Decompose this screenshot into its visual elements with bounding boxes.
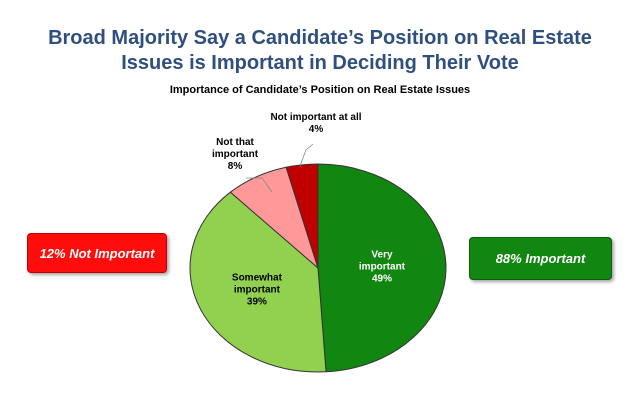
pie-slice-very-important: [317, 163, 447, 373]
title-line-2: Issues is Important in Deciding Their Vo…: [121, 52, 519, 74]
slice-label-very-important: Very important 49%: [359, 249, 406, 284]
important-callout: 88% Important: [469, 237, 612, 280]
not-important-callout: 12% Not Important: [27, 233, 167, 273]
slice-labels: Very important 49% Somewhat important 39% Not …: [212, 112, 406, 307]
chart-title: Importance of Candidate’s Position on Re…: [169, 84, 471, 96]
leader-line-not-that-important: [246, 177, 273, 193]
page-title: Broad Majority Say a Candidate’s Positio…: [0, 26, 640, 76]
slice-label-not-important-at-all: Not important at all 4%: [270, 112, 361, 135]
title-line-1: Broad Majority Say a Candidate’s Positio…: [48, 27, 592, 49]
slice-label-not-that-important: Not that important 8%: [212, 137, 259, 172]
pie-slices: [189, 163, 447, 373]
leader-lines: [246, 143, 314, 193]
pie-slice-not-important-at-all: [285, 163, 319, 269]
slice-label-somewhat-important: Somewhat important 39%: [232, 272, 283, 307]
leader-line-not-important-at-all: [299, 143, 314, 167]
pie-slice-somewhat-important: [189, 191, 327, 373]
